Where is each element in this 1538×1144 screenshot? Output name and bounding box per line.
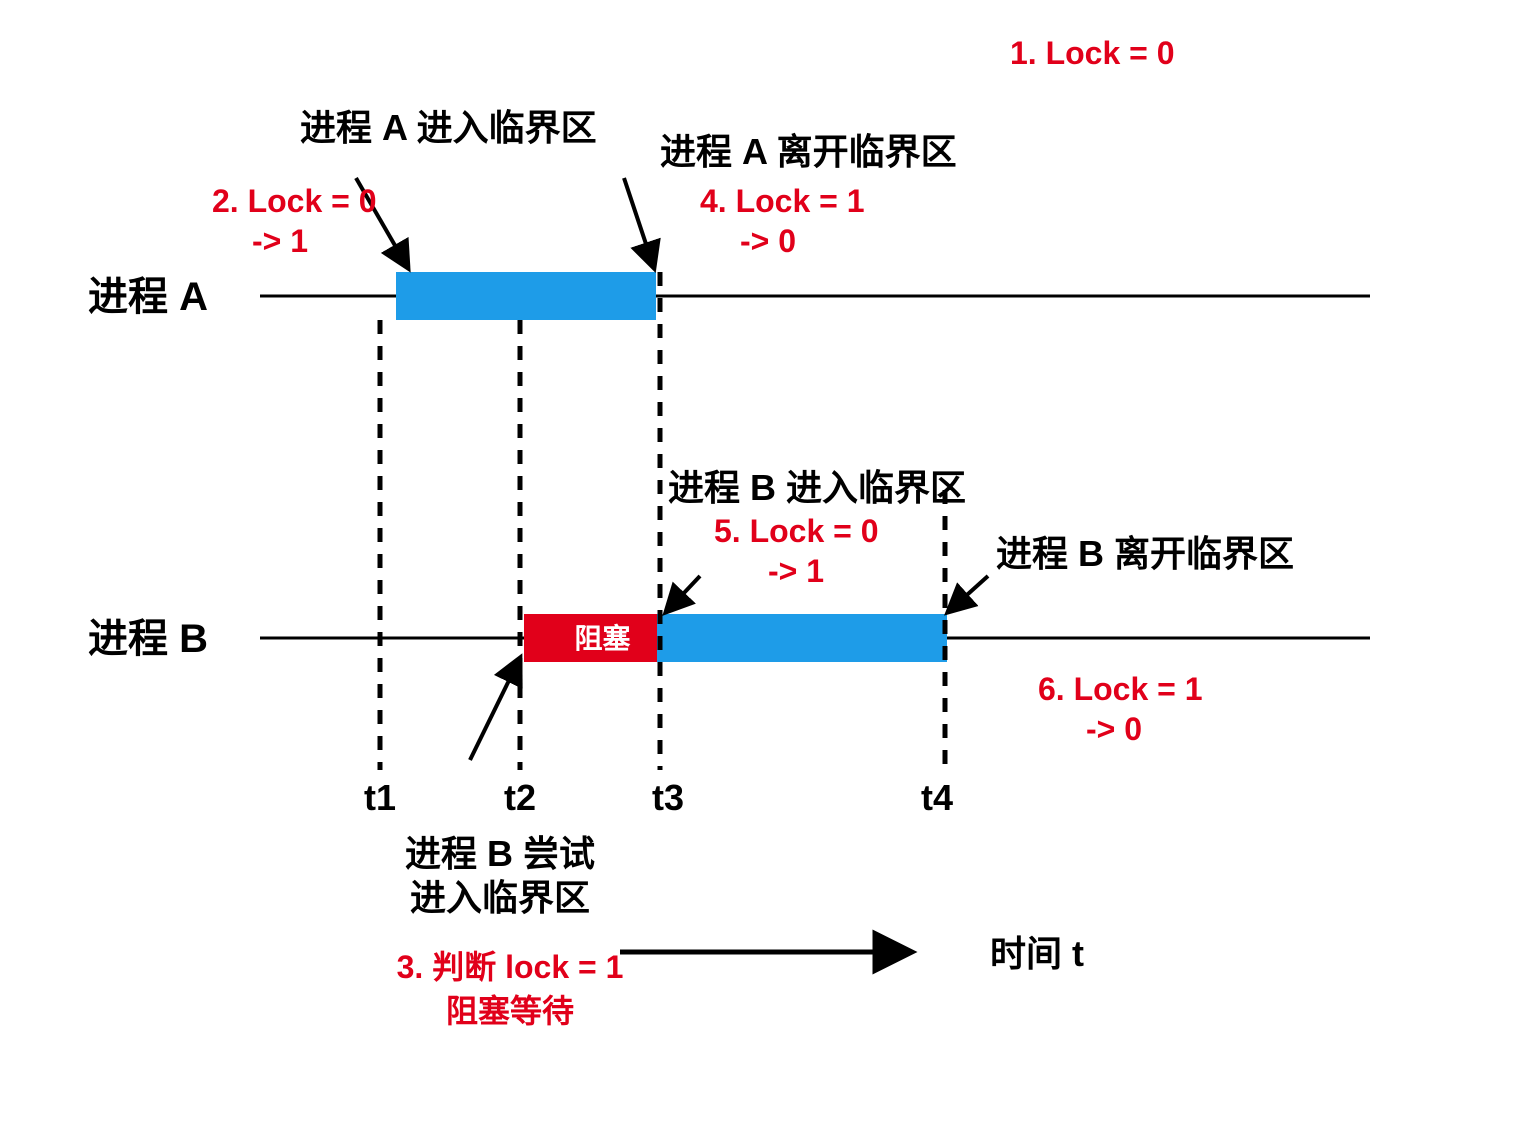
- lock-state-5-line2: -> 1: [768, 553, 824, 589]
- arrow-b-try: [470, 658, 520, 760]
- lock-state-4-line1: 4. Lock = 1: [700, 183, 865, 219]
- lock-state-3-line2: 阻塞等待: [446, 993, 574, 1029]
- tick-label-t2: t2: [504, 777, 536, 818]
- arrow-a-leave: [624, 178, 654, 268]
- label-b-try-line2: 进入临界区: [410, 877, 590, 918]
- block-badge-label: 阻塞: [574, 622, 630, 654]
- label-b-enter: 进程 B 进入临界区: [668, 467, 966, 508]
- tick-label-t4: t4: [921, 777, 953, 818]
- lock-state-2-line1: 2. Lock = 0: [212, 183, 377, 219]
- process-b-critical-bar: [657, 614, 947, 662]
- lock-state-6-line1: 6. Lock = 1: [1038, 671, 1203, 707]
- lock-state-3-line1: 3. 判断 lock = 1: [397, 949, 624, 985]
- lock-state-4-line2: -> 0: [740, 223, 796, 259]
- label-b-try-line1: 进程 B 尝试: [405, 833, 595, 874]
- label-a-enter: 进程 A 进入临界区: [300, 107, 597, 148]
- arrow-b-enter: [666, 576, 700, 612]
- arrow-b-leave: [948, 576, 988, 612]
- lock-state-2-line2: -> 1: [252, 223, 308, 259]
- row-label-b: 进程 B: [88, 617, 208, 661]
- lock-state-5-line1: 5. Lock = 0: [714, 513, 879, 549]
- row-label-a: 进程 A: [88, 275, 208, 319]
- tick-label-t3: t3: [652, 777, 684, 818]
- lock-state-6-line2: -> 0: [1086, 711, 1142, 747]
- lock-state-1: 1. Lock = 0: [1010, 35, 1175, 71]
- process-a-critical-bar: [396, 272, 656, 320]
- label-a-leave: 进程 A 离开临界区: [660, 131, 957, 172]
- tick-label-t1: t1: [364, 777, 396, 818]
- label-b-leave: 进程 B 离开临界区: [996, 533, 1294, 574]
- label-time-axis: 时间 t: [990, 933, 1084, 974]
